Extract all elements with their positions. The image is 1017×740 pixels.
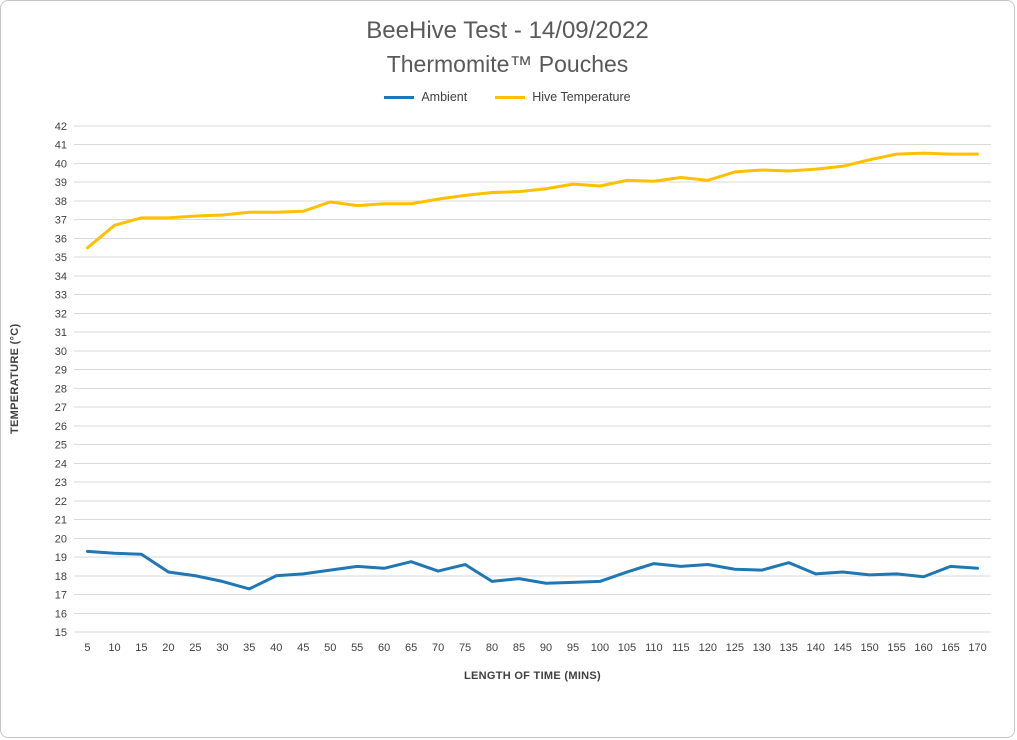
svg-text:20: 20 [162,642,174,654]
svg-text:80: 80 [486,642,498,654]
svg-text:165: 165 [941,642,959,654]
svg-text:155: 155 [887,642,905,654]
svg-text:130: 130 [753,642,771,654]
svg-text:5: 5 [84,642,90,654]
ambient-line-swatch [384,95,415,99]
legend-item-hive-temperature: Hive Temperature [495,90,631,104]
svg-text:105: 105 [618,642,636,654]
svg-text:18: 18 [55,571,67,583]
svg-text:32: 32 [55,308,67,320]
svg-text:24: 24 [55,458,67,470]
svg-text:120: 120 [699,642,717,654]
svg-text:34: 34 [55,271,67,283]
svg-text:22: 22 [55,496,67,508]
svg-text:140: 140 [807,642,825,654]
svg-text:42: 42 [55,121,67,133]
svg-text:35: 35 [55,252,67,264]
svg-text:27: 27 [55,402,67,414]
line-chart: 15 16 17 18 19 20 21 22 23 24 25 26 27 28 29 30 31 32 33 34… [55,121,991,654]
svg-text:20: 20 [55,533,67,545]
legend-label-hive-temperature: Hive Temperature [532,90,631,104]
svg-text:110: 110 [645,642,663,654]
svg-text:125: 125 [726,642,744,654]
svg-text:50: 50 [324,642,336,654]
svg-text:36: 36 [55,233,67,245]
svg-text:40: 40 [55,158,67,170]
legend: Ambient Hive Temperature [1,90,1014,104]
hive-temperature-line-swatch [495,95,526,99]
svg-text:41: 41 [55,140,67,152]
svg-text:38: 38 [55,196,67,208]
svg-text:15: 15 [135,642,147,654]
svg-text:90: 90 [540,642,552,654]
svg-text:55: 55 [351,642,363,654]
x-axis-title: LENGTH OF TIME (MINS) [463,670,602,682]
plot-region: 15 16 17 18 19 20 21 22 23 24 25 26 27 28 29 30 31 32 33 34… [1,110,1014,710]
svg-text:37: 37 [55,215,67,227]
svg-text:115: 115 [672,642,690,654]
svg-text:25: 25 [189,642,201,654]
svg-text:65: 65 [405,642,417,654]
svg-text:28: 28 [55,383,67,395]
svg-text:30: 30 [55,346,67,358]
svg-text:45: 45 [297,642,309,654]
svg-text:21: 21 [55,515,67,527]
svg-text:16: 16 [55,608,67,620]
legend-item-ambient: Ambient [384,90,467,104]
chart-subtitle: Thermomite™ Pouches [386,51,629,77]
svg-text:35: 35 [243,642,255,654]
svg-text:40: 40 [270,642,282,654]
svg-text:95: 95 [567,642,579,654]
svg-text:17: 17 [55,590,67,602]
y-axis-title: TEMPERATURE (°C) [9,323,21,435]
svg-text:145: 145 [833,642,851,654]
svg-text:29: 29 [55,365,67,377]
svg-text:23: 23 [55,477,67,489]
svg-text:60: 60 [378,642,390,654]
svg-text:15: 15 [55,627,67,639]
svg-text:85: 85 [513,642,525,654]
svg-text:25: 25 [55,440,67,452]
svg-text:30: 30 [216,642,228,654]
svg-text:150: 150 [860,642,878,654]
svg-text:39: 39 [55,177,67,189]
svg-text:10: 10 [108,642,120,654]
svg-text:19: 19 [55,552,67,564]
svg-text:135: 135 [780,642,798,654]
svg-text:70: 70 [432,642,444,654]
svg-text:33: 33 [55,290,67,302]
legend-label-ambient: Ambient [421,90,468,104]
svg-text:100: 100 [591,642,609,654]
svg-text:170: 170 [968,642,986,654]
svg-text:26: 26 [55,421,67,433]
svg-text:160: 160 [914,642,932,654]
svg-text:75: 75 [459,642,471,654]
chart-title: BeeHive Test - 14/09/2022 [366,17,649,44]
svg-text:31: 31 [55,327,67,339]
